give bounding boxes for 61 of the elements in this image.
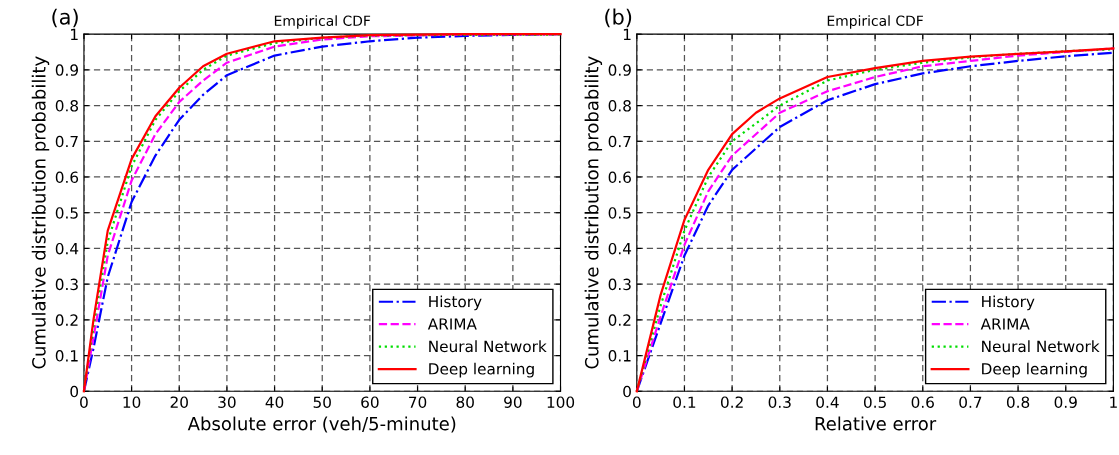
y-tick-label: 0.2 [55,314,78,326]
x-tick-label: 50 [313,396,331,408]
x-tick-label: 0.5 [863,396,886,408]
x-tick-label: 0 [632,396,641,408]
legend-label: ARIMA [427,318,477,330]
x-tick-label: 30 [218,396,236,408]
x-tick-label: 40 [265,396,284,408]
y-tick-label: 0.8 [55,100,79,112]
y-axis-title: Cumulative distribution probability [31,56,50,369]
y-tick-label: 0.3 [608,278,631,291]
y-axis-title: Cumulative distribution probability [584,56,603,369]
y-tick-label: 0.4 [608,242,632,255]
text: (a) [52,8,78,28]
legend-label: Neural Network [429,340,547,353]
y-tick-label: 0.8 [608,100,631,112]
text: (b) [605,8,632,28]
y-tick-label: 0.3 [55,278,78,291]
x-tick-label: 20 [170,396,188,408]
line-series [82,33,562,393]
y-tick-label: 0.1 [55,350,78,362]
x-tick-label: 0.1 [673,396,696,408]
x-tick-label: 0.7 [959,396,982,408]
legend-label: Deep learning [982,362,1087,378]
x-tick-label: 0 [80,396,88,408]
x-tick-label: 0.3 [768,396,791,408]
chart-title: Empirical CDF [274,15,371,29]
y-tick-label: 0.6 [608,171,631,184]
y-tick-label: 0.5 [608,207,631,219]
legend-label: Deep learning [429,362,534,378]
y-tick-label: 1 [71,28,78,40]
x-axis-title: Relative error [815,416,937,431]
x-tick-label: 0.9 [1054,396,1077,408]
chart-title: Empirical CDF [827,15,923,29]
x-tick-label: 60 [361,396,379,408]
y-tick-label: 0.9 [55,64,78,76]
x-tick-label: 100 [547,396,575,408]
x-tick-label: 80 [456,396,474,408]
y-tick-label: 0 [70,385,79,398]
legend-label: ARIMA [980,318,1030,330]
x-tick-label: 0.6 [911,396,934,408]
y-tick-label: 0.7 [608,135,631,148]
x-tick-label: 1 [1110,396,1117,408]
legend-label: History [982,295,1035,311]
y-tick-label: 1 [623,28,631,40]
y-tick-label: 0.7 [55,135,78,148]
y-tick-label: 0.9 [608,64,631,76]
y-tick-label: 0 [623,385,631,398]
x-tick-label: 0.4 [816,396,839,408]
y-tick-label: 0.4 [55,242,79,255]
x-tick-label: 0.2 [720,396,743,408]
y-tick-label: 0.6 [55,171,79,184]
y-tick-label: 0.2 [608,314,631,326]
x-tick-label: 10 [123,396,141,408]
y-tick-label: 0.1 [608,350,631,362]
legend-label: History [429,295,482,311]
x-tick-label: 90 [504,396,522,408]
x-axis-title: Absolute error (veh/5-minute) [187,416,456,433]
x-tick-label: 70 [409,396,427,408]
y-tick-label: 0.5 [55,207,78,219]
x-tick-label: 0.8 [1006,396,1030,408]
legend-label: Neural Network [982,340,1100,353]
